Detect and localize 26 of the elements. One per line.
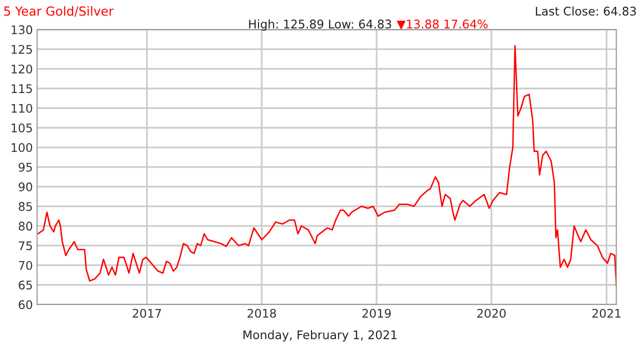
y-tick-label: 60: [18, 300, 32, 310]
y-tick-label: 90: [18, 182, 32, 192]
y-tick-label: 125: [12, 44, 32, 54]
y-tick-label: 120: [12, 64, 32, 74]
chart-subtitle: High: 125.89 Low: 64.83: [249, 19, 392, 31]
y-tick-label: 100: [12, 143, 32, 152]
x-tick-label: 2017: [132, 308, 161, 318]
chart-title: 5 Year Gold/Silver: [4, 6, 114, 17]
y-tick-label: 95: [18, 162, 32, 172]
y-tick-label: 110: [12, 104, 32, 113]
y-tick-label: 70: [18, 260, 32, 270]
text: Last Close: 64.83: [536, 6, 636, 16]
x-tick-label: 2021: [592, 308, 620, 318]
y-tick-label: 105: [12, 123, 32, 132]
y-tick-label: 85: [18, 202, 32, 211]
x-tick-label: 2020: [477, 308, 506, 318]
x-axis-title: Monday, February 1, 2021: [244, 330, 397, 342]
x-tick-label: 2019: [362, 308, 391, 318]
y-tick-label: 65: [18, 280, 32, 290]
line-series: [37, 45, 616, 286]
y-tick-label: 130: [12, 25, 32, 34]
y-tick-label: 115: [12, 84, 32, 94]
annotation: ▼13.88 17.64%: [396, 20, 488, 30]
x-tick-label: 2018: [248, 308, 276, 318]
y-tick-label: 80: [18, 222, 32, 231]
y-tick-label: 75: [18, 241, 32, 250]
